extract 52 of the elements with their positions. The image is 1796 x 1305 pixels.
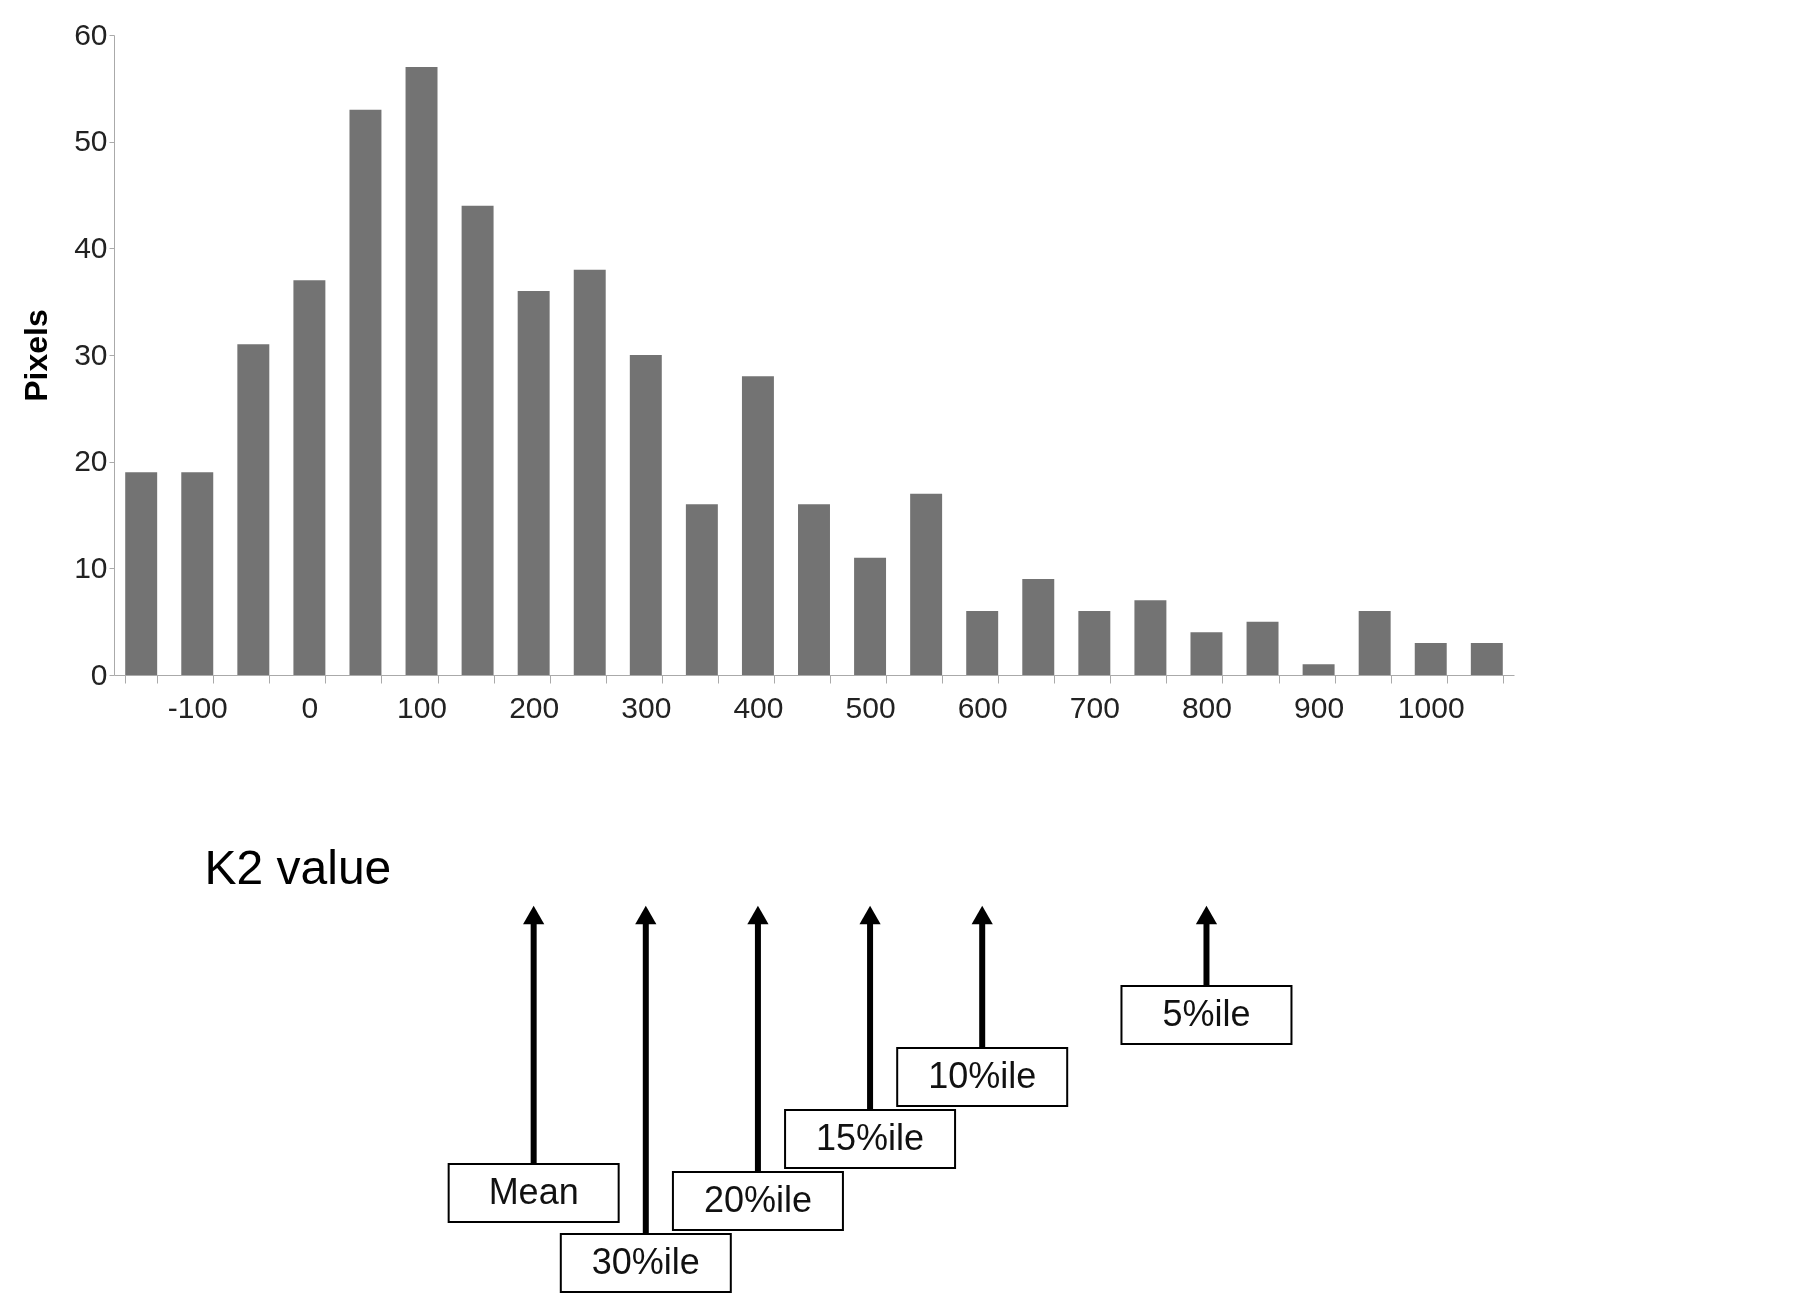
x-axis-title: K2 value [204, 840, 392, 894]
bar [1022, 579, 1055, 675]
x-tick-label: 400 [733, 690, 784, 724]
bar [685, 504, 718, 675]
x-tick-label: 0 [301, 690, 319, 724]
x-tick-label: 800 [1181, 690, 1232, 724]
x-tick-label: 900 [1294, 690, 1345, 724]
bar [966, 611, 999, 675]
bar [1358, 611, 1391, 675]
y-tick-label: 60 [74, 17, 108, 51]
x-tick-label: 300 [621, 690, 672, 724]
bar [293, 280, 326, 675]
bar [517, 291, 550, 675]
bar [181, 472, 214, 675]
y-tick-label: 20 [74, 444, 108, 478]
annotation: 30%ile [591, 1241, 700, 1282]
bar [1302, 664, 1335, 675]
bar [854, 557, 887, 675]
bar [1246, 621, 1279, 675]
annotation: 15%ile [816, 1117, 925, 1158]
bar [349, 109, 382, 675]
annotation: 10%ile [928, 1055, 1037, 1096]
x-tick-label: 1000 [1397, 690, 1465, 724]
bar [237, 344, 270, 675]
bar [910, 493, 943, 675]
bar [1190, 632, 1223, 675]
y-tick-label: 50 [74, 124, 108, 158]
bar [573, 269, 606, 675]
bar [798, 504, 830, 675]
y-tick-label: 40 [74, 230, 108, 264]
bar [405, 67, 438, 675]
y-axis-title: Pixels [18, 309, 55, 402]
bar [629, 355, 662, 675]
x-tick-label: -100 [167, 690, 228, 724]
x-tick-label: 500 [845, 690, 896, 724]
annotation: Mean [488, 1171, 579, 1212]
bar [461, 205, 494, 675]
bar [1078, 611, 1111, 675]
annotation: 5%ile [1162, 993, 1251, 1034]
y-tick-label: 0 [90, 657, 108, 691]
y-tick-label: 30 [74, 337, 108, 371]
annotation: 20%ile [703, 1179, 812, 1220]
bar [125, 472, 158, 675]
y-tick-label: 10 [74, 550, 108, 584]
bar [1134, 600, 1167, 675]
x-tick-label: 100 [397, 690, 448, 724]
bar [1414, 643, 1447, 675]
x-tick-label: 700 [1069, 690, 1120, 724]
x-tick-label: 600 [957, 690, 1008, 724]
x-tick-label: 200 [509, 690, 560, 724]
bar [741, 376, 774, 675]
bar [1470, 643, 1503, 675]
